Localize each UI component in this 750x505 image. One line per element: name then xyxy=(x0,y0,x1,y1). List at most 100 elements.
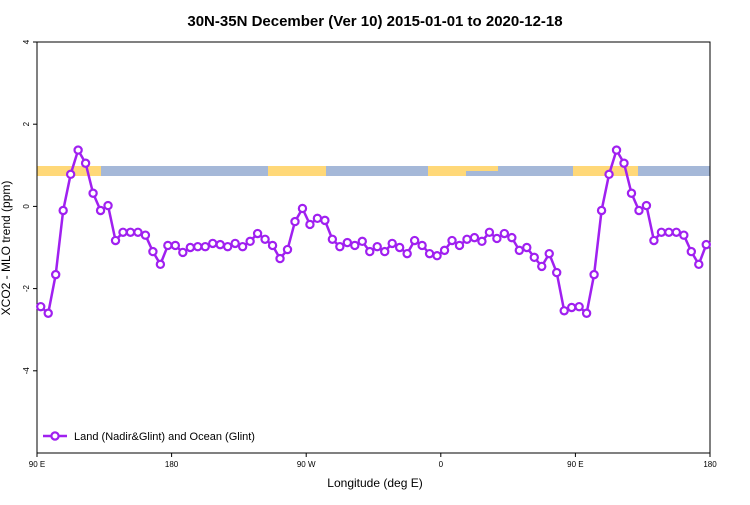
data-point xyxy=(439,245,450,256)
data-point xyxy=(462,234,472,244)
data-point xyxy=(163,240,173,251)
data-point xyxy=(417,240,427,251)
data-point xyxy=(484,227,495,237)
data-point xyxy=(686,246,697,257)
data-point xyxy=(694,259,704,270)
data-point xyxy=(611,145,622,155)
x-tick-label: 0 xyxy=(439,460,444,469)
data-point xyxy=(178,247,188,258)
data-point xyxy=(260,234,270,244)
data-point xyxy=(671,227,682,237)
x-tick-label: 180 xyxy=(703,460,717,469)
data-point xyxy=(282,244,293,255)
data-point xyxy=(402,248,412,259)
data-point xyxy=(409,235,420,246)
data-point xyxy=(596,205,607,216)
data-point xyxy=(305,219,315,230)
legend-marker xyxy=(50,431,60,441)
data-point xyxy=(589,269,599,280)
data-point xyxy=(394,242,405,253)
data-point xyxy=(133,227,143,237)
data-point xyxy=(140,230,151,240)
y-tick-label: 0 xyxy=(22,204,31,209)
data-point xyxy=(387,238,397,249)
data-point xyxy=(357,236,367,247)
y-tick-label: 4 xyxy=(22,39,31,44)
data-point xyxy=(252,228,263,239)
data-point xyxy=(365,246,375,257)
x-tick-label: 90 W xyxy=(297,460,316,469)
data-point xyxy=(604,169,614,180)
data-point xyxy=(185,242,195,253)
data-point xyxy=(245,236,255,247)
x-tick-label: 180 xyxy=(165,460,179,469)
data-point xyxy=(237,241,248,252)
data-point xyxy=(544,248,554,259)
data-point xyxy=(43,308,53,318)
data-point xyxy=(103,200,113,211)
data-point xyxy=(432,251,442,261)
data-point xyxy=(424,248,435,259)
data-point xyxy=(65,169,76,180)
data-point xyxy=(454,240,465,251)
data-point xyxy=(215,239,225,250)
data-point xyxy=(537,261,547,272)
data-point xyxy=(477,236,487,247)
data-point xyxy=(522,242,532,253)
data-point xyxy=(350,240,360,251)
data-point xyxy=(170,240,181,251)
data-point xyxy=(320,215,330,226)
chart-title: 30N-35N December (Ver 10) 2015-01-01 to … xyxy=(187,13,562,30)
data-point xyxy=(297,203,308,214)
data-point xyxy=(552,267,562,278)
data-point xyxy=(664,227,674,237)
data-point xyxy=(58,205,68,216)
data-point xyxy=(529,252,539,263)
data-point xyxy=(200,241,210,252)
data-point xyxy=(574,301,584,312)
data-point xyxy=(649,235,659,246)
data-point xyxy=(230,238,240,249)
data-point xyxy=(641,200,652,211)
x-tick-label: 90 E xyxy=(29,460,45,469)
data-point xyxy=(581,308,592,318)
y-tick-label: -2 xyxy=(22,284,31,292)
data-point xyxy=(80,158,91,168)
data-point xyxy=(267,240,278,251)
data-point xyxy=(95,205,106,216)
data-point xyxy=(499,228,510,239)
data-point xyxy=(619,158,629,168)
data-point xyxy=(507,232,517,243)
data-point xyxy=(701,239,711,250)
plot-frame xyxy=(36,41,711,454)
data-point xyxy=(222,241,233,252)
data-point xyxy=(275,253,285,264)
data-point xyxy=(290,216,300,227)
x-tick-label: 90 E xyxy=(567,460,583,469)
data-point xyxy=(380,246,390,257)
legend-label: Land (Nadir&Glint) and Ocean (Glint) xyxy=(74,431,255,443)
x-axis-label: Longitude (deg E) xyxy=(327,476,422,490)
data-point xyxy=(193,241,203,252)
data-point xyxy=(88,188,98,198)
data-point xyxy=(208,238,218,249)
data-point xyxy=(372,241,382,252)
data-point xyxy=(50,269,61,280)
data-point xyxy=(342,237,353,248)
data-point xyxy=(469,232,480,243)
data-point xyxy=(559,306,569,316)
data-point xyxy=(335,241,345,252)
data-point xyxy=(656,227,667,237)
data-point xyxy=(36,301,46,312)
data-point xyxy=(155,259,166,270)
data-point xyxy=(566,302,577,313)
y-axis-label: XCO2 - MLO trend (ppm) xyxy=(0,181,13,316)
data-point xyxy=(626,188,637,198)
data-point xyxy=(514,245,525,256)
data-point xyxy=(148,246,158,257)
data-point xyxy=(110,235,121,246)
data-point xyxy=(118,227,128,237)
data-point xyxy=(125,227,136,237)
y-tick-label: -4 xyxy=(22,367,31,375)
